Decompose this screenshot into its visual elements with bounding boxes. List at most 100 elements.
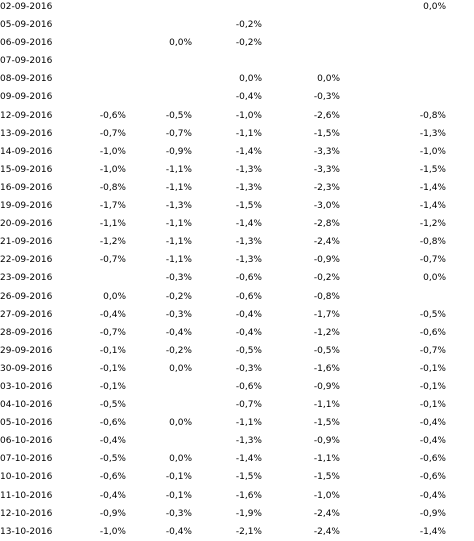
value-cell: -0,6% [235, 381, 262, 392]
value-cell: -1,6% [235, 490, 262, 501]
table-row: 16-09-2016 -0,8% -1,1% -1,3% -2,3% -1,4% [0, 179, 474, 197]
table-row: 30-09-2016 -0,1% 0,0% -0,3% -1,6% -0,1% [0, 360, 474, 378]
date-cell: 13-10-2016 [0, 526, 53, 537]
table-row: 10-10-2016 -0,6% -0,1% -1,5% -1,5% -0,6% [0, 468, 474, 486]
value-cell: -0,1% [165, 490, 192, 501]
value-cell: -1,0% [99, 164, 126, 175]
date-cell: 13-09-2016 [0, 128, 53, 139]
table-row: 03-10-2016 -0,1% -0,6% -0,9% -0,1% [0, 378, 474, 396]
value-cell: -1,1% [165, 164, 192, 175]
value-cell: -0,3% [235, 363, 262, 374]
table-row: 06-09-2016 0,0% -0,2% [0, 34, 474, 52]
value-cell: 0,0% [103, 291, 126, 302]
date-cell: 21-09-2016 [0, 237, 53, 248]
value-cell: -1,7% [313, 309, 340, 320]
date-cell: 04-10-2016 [0, 400, 53, 411]
date-cell: 08-09-2016 [0, 74, 53, 85]
date-cell: 07-09-2016 [0, 56, 53, 67]
value-cell: -0,2% [235, 20, 262, 31]
date-cell: 28-09-2016 [0, 327, 53, 338]
value-cell: -0,4% [419, 436, 446, 447]
date-cell: 11-10-2016 [0, 490, 53, 501]
table-row: 05-09-2016 -0,2% [0, 16, 474, 34]
value-cell: -1,0% [313, 490, 340, 501]
value-cell: -2,8% [313, 219, 340, 230]
table-row: 06-10-2016 -0,4% -1,3% -0,9% -0,4% [0, 432, 474, 450]
value-cell: -1,3% [419, 128, 446, 139]
value-cell: -0,2% [235, 38, 262, 49]
date-cell: 30-09-2016 [0, 363, 53, 374]
date-cell: 26-09-2016 [0, 291, 53, 302]
date-cell: 12-10-2016 [0, 508, 53, 519]
value-cell: -1,5% [313, 418, 340, 429]
value-cell: -1,1% [165, 237, 192, 248]
value-cell: -2,3% [313, 182, 340, 193]
date-cell: 20-09-2016 [0, 219, 53, 230]
value-cell: -0,5% [165, 110, 192, 121]
value-cell: -3,3% [313, 164, 340, 175]
value-cell: -0,5% [99, 400, 126, 411]
table-row: 11-10-2016 -0,4% -0,1% -1,6% -1,0% -0,4% [0, 487, 474, 505]
value-cell: -0,7% [165, 128, 192, 139]
value-cell: -1,3% [235, 164, 262, 175]
value-cell: 0,0% [169, 418, 192, 429]
table-row: 23-09-2016 -0,3% -0,6% -0,2% 0,0% [0, 269, 474, 287]
value-cell: -2,4% [313, 508, 340, 519]
value-cell: -0,3% [165, 309, 192, 320]
value-cell: -0,4% [99, 490, 126, 501]
value-cell: -0,6% [235, 291, 262, 302]
table-row: 05-10-2016 -0,6% 0,0% -1,1% -1,5% -0,4% [0, 414, 474, 432]
value-cell: -0,6% [99, 110, 126, 121]
date-cell: 12-09-2016 [0, 110, 53, 121]
value-cell: -0,9% [313, 436, 340, 447]
table-row: 26-09-2016 0,0% -0,2% -0,6% -0,8% [0, 288, 474, 306]
value-cell: -1,5% [235, 201, 262, 212]
date-cell: 27-09-2016 [0, 309, 53, 320]
value-cell: -1,4% [419, 526, 446, 537]
table-row: 13-10-2016 -1,0% -0,4% -2,1% -2,4% -1,4% [0, 523, 474, 541]
value-cell: -1,1% [313, 400, 340, 411]
value-cell: -0,9% [165, 146, 192, 157]
value-cell: -0,5% [235, 345, 262, 356]
value-cell: -1,0% [99, 526, 126, 537]
value-cell: -1,4% [419, 182, 446, 193]
value-cell: 0,0% [423, 273, 446, 284]
value-cell: -0,4% [235, 92, 262, 103]
value-cell: -1,1% [165, 182, 192, 193]
date-cell: 23-09-2016 [0, 273, 53, 284]
value-cell: 0,0% [239, 74, 262, 85]
table-row: 07-09-2016 [0, 52, 474, 70]
value-cell: -0,1% [419, 363, 446, 374]
value-cell: -1,3% [235, 436, 262, 447]
date-cell: 16-09-2016 [0, 182, 53, 193]
value-cell: -0,2% [165, 345, 192, 356]
value-cell: -1,2% [99, 237, 126, 248]
value-cell: -1,2% [313, 327, 340, 338]
table-row: 19-09-2016 -1,7% -1,3% -1,5% -3,0% -1,4% [0, 197, 474, 215]
table-row: 02-09-2016 0,0% [0, 0, 474, 16]
table-row: 12-09-2016 -0,6% -0,5% -1,0% -2,6% -0,8% [0, 107, 474, 125]
value-cell: -0,7% [99, 255, 126, 266]
table-row: 07-10-2016 -0,5% 0,0% -1,4% -1,1% -0,6% [0, 450, 474, 468]
value-cell: -0,1% [165, 472, 192, 483]
value-cell: -1,0% [235, 110, 262, 121]
value-cell: -1,5% [235, 472, 262, 483]
date-cell: 15-09-2016 [0, 164, 53, 175]
value-cell: -0,1% [419, 381, 446, 392]
value-cell: -0,8% [99, 182, 126, 193]
value-cell: -1,1% [235, 128, 262, 139]
value-cell: -0,5% [313, 345, 340, 356]
value-cell: -0,9% [419, 508, 446, 519]
value-cell: -0,8% [313, 291, 340, 302]
table-row: 15-09-2016 -1,0% -1,1% -1,3% -3,3% -1,5% [0, 161, 474, 179]
value-cell: -0,7% [99, 128, 126, 139]
date-cell: 10-10-2016 [0, 472, 53, 483]
value-cell: -1,4% [419, 201, 446, 212]
value-cell: -1,9% [235, 508, 262, 519]
date-cell: 05-09-2016 [0, 20, 53, 31]
value-cell: -0,4% [165, 327, 192, 338]
value-cell: -0,4% [165, 526, 192, 537]
table-row: 21-09-2016 -1,2% -1,1% -1,3% -2,4% -0,8% [0, 233, 474, 251]
value-cell: -3,3% [313, 146, 340, 157]
